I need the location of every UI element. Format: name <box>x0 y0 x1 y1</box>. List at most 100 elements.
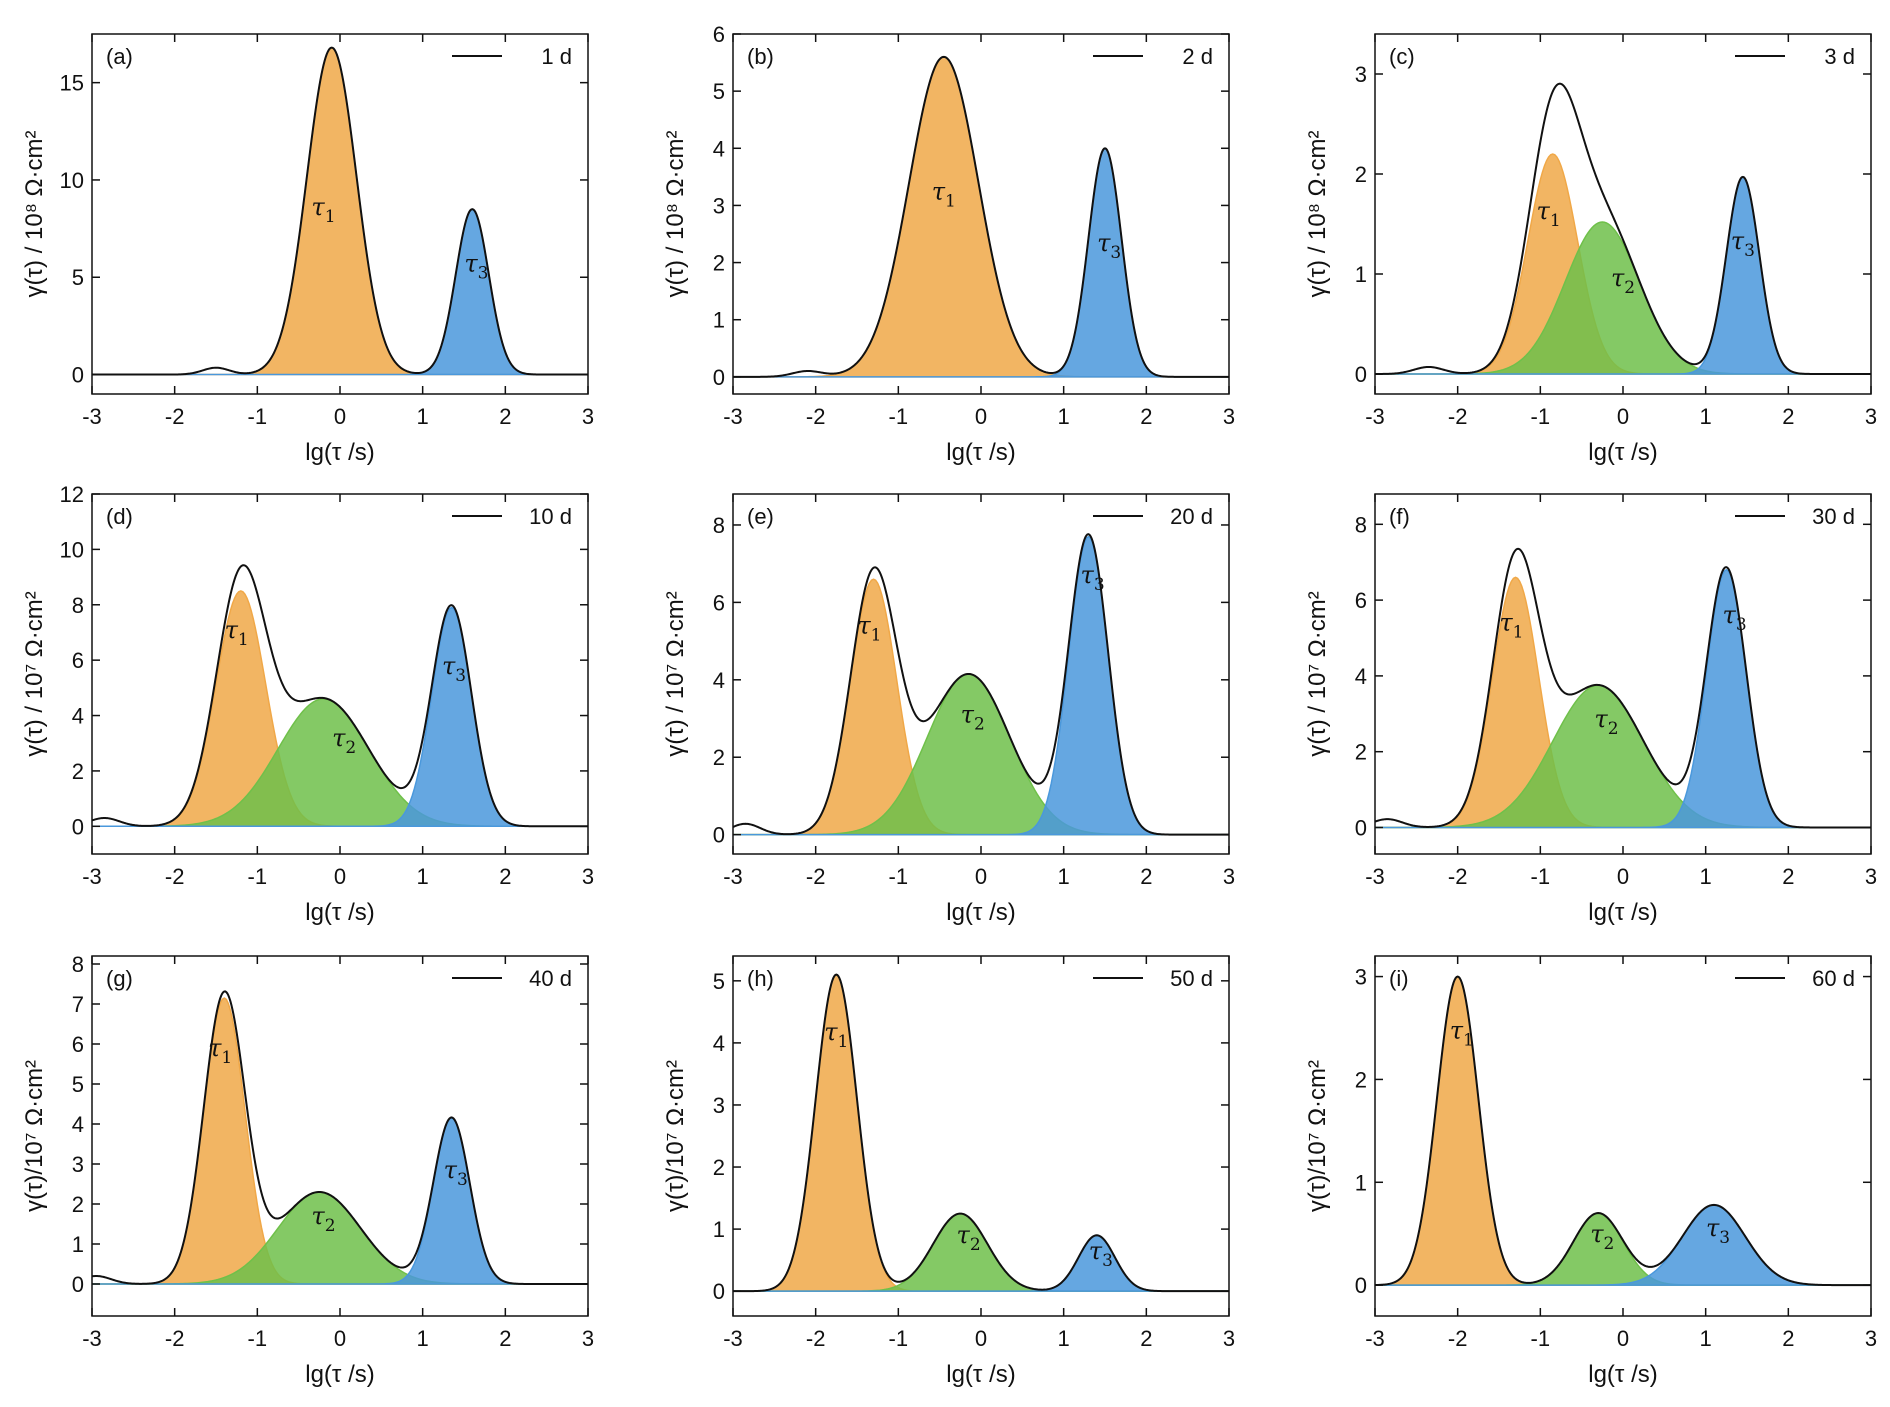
peak-label-symbol: τ <box>1723 601 1737 629</box>
envelope-line <box>733 973 1229 1293</box>
plot-area <box>1375 975 1871 1287</box>
x-tick-label: 3 <box>1865 404 1877 429</box>
y-tick-label: 2 <box>713 745 725 770</box>
x-tick-label: 1 <box>1058 864 1070 889</box>
peak-label-symbol: τ <box>857 611 871 639</box>
plot-area <box>733 973 1229 1293</box>
peak-label-symbol: τ <box>225 616 239 644</box>
y-tick-label: 4 <box>72 1112 84 1137</box>
peak-label-symbol: τ <box>1081 561 1095 589</box>
peak-label-subscript: 1 <box>1463 1030 1474 1050</box>
y-tick-label: 3 <box>72 1152 84 1177</box>
panel-letter: (i) <box>1389 966 1409 991</box>
plot-area <box>733 533 1229 836</box>
x-tick-label: 2 <box>499 1326 511 1351</box>
legend-label: 10 d <box>529 504 572 529</box>
envelope-line <box>92 990 588 1285</box>
y-tick-label: 6 <box>72 648 84 673</box>
y-tick-label: 0 <box>72 814 84 839</box>
y-tick-label: 4 <box>1355 664 1367 689</box>
peak-label-subscript: 3 <box>1094 575 1105 595</box>
peak-label: τ2 <box>1590 1220 1614 1254</box>
y-tick-label: 1 <box>713 308 725 333</box>
y-tick-label: 5 <box>713 969 725 994</box>
x-tick-label: 2 <box>1782 1326 1794 1351</box>
y-tick-label: 10 <box>60 168 84 193</box>
x-tick-label: 0 <box>334 404 346 429</box>
y-tick-label: 0 <box>1355 362 1367 387</box>
x-tick-label: 0 <box>975 404 987 429</box>
x-tick-label: -3 <box>723 1326 743 1351</box>
peak-label: τ3 <box>1723 601 1747 635</box>
y-tick-label: 1 <box>713 1217 725 1242</box>
peak-label: τ2 <box>1611 264 1635 298</box>
envelope-line <box>92 46 588 376</box>
x-axis-label: lg(τ /s) <box>305 1361 374 1388</box>
x-tick-label: 0 <box>1617 864 1629 889</box>
x-tick-label: -2 <box>165 1326 185 1351</box>
y-tick-label: 5 <box>72 265 84 290</box>
x-tick-label: 3 <box>1865 1326 1877 1351</box>
peak-tau2-area <box>733 673 1229 836</box>
y-tick-label: 0 <box>72 363 84 388</box>
y-tick-label: 0 <box>713 1279 725 1304</box>
plot-area <box>92 46 588 376</box>
panel-letter: (a) <box>106 44 133 69</box>
y-tick-label: 2 <box>1355 162 1367 187</box>
envelope-line <box>733 55 1229 378</box>
peak-label: τ3 <box>1731 227 1755 261</box>
x-axis-label: lg(τ /s) <box>946 439 1015 466</box>
y-axis-label: γ(τ) / 10⁸ Ω·cm² <box>21 131 48 298</box>
peak-label: τ3 <box>1706 1214 1730 1248</box>
y-tick-label: 3 <box>713 1093 725 1118</box>
peak-label: τ1 <box>208 1034 232 1068</box>
peak-label: τ1 <box>225 616 249 650</box>
x-tick-label: 0 <box>975 864 987 889</box>
x-tick-label: -3 <box>82 864 102 889</box>
y-tick-label: 6 <box>72 1032 84 1057</box>
peak-label-subscript: 2 <box>345 738 356 758</box>
y-tick-label: 0 <box>1355 1273 1367 1298</box>
panel-letter: (g) <box>106 966 133 991</box>
envelope-line <box>1375 82 1871 375</box>
chart-panel: -3 -2 -1 0 1 2 3 0 2 4 6 8 lg(τ /s) γ(τ) / 10⁷ Ω·cm² (… <box>1304 493 1877 926</box>
peak-label-symbol: τ <box>961 700 975 728</box>
y-tick-label: 8 <box>72 593 84 618</box>
chart-panel: -3 -2 -1 0 1 2 3 0 2 4 6 8 lg(τ /s) γ(τ) / 10⁷ Ω·cm² (… <box>662 493 1235 926</box>
x-tick-label: -2 <box>165 404 185 429</box>
peak-label: τ1 <box>824 1018 848 1052</box>
x-tick-label: 0 <box>334 864 346 889</box>
peak-label-subscript: 2 <box>325 1216 336 1236</box>
peak-label-symbol: τ <box>1097 229 1111 257</box>
y-tick-label: 3 <box>713 193 725 218</box>
legend-label: 50 d <box>1170 966 1213 991</box>
x-tick-label: -3 <box>82 1326 102 1351</box>
y-tick-label: 12 <box>60 482 84 507</box>
chart-panel: -3 -2 -1 0 1 2 3 0 1 2 3 4 5 6 7 8 lg(τ /s) γ(τ)/10⁷ Ω·cm… <box>21 952 594 1388</box>
x-tick-label: 3 <box>1223 1326 1235 1351</box>
y-tick-label: 0 <box>72 1272 84 1297</box>
peak-label-symbol: τ <box>1089 1237 1103 1265</box>
peak-label: τ3 <box>464 249 488 283</box>
peak-label: τ2 <box>1594 705 1618 739</box>
panel-letter: (d) <box>106 504 133 529</box>
chart-panel: -3 -2 -1 0 1 2 3 0 1 2 3 4 5 lg(τ /s) γ(τ)/10⁷ Ω·cm² (h… <box>662 955 1235 1388</box>
peak-label-symbol: τ <box>932 178 946 206</box>
y-tick-label: 2 <box>1355 740 1367 765</box>
peak-label: τ1 <box>1450 1016 1474 1050</box>
peak-label-symbol: τ <box>1537 197 1551 225</box>
x-tick-label: -3 <box>1365 1326 1385 1351</box>
peak-label-subscript: 3 <box>455 666 466 686</box>
peak-label: τ2 <box>957 1221 981 1255</box>
x-tick-label: 1 <box>417 864 429 889</box>
panel-letter: (h) <box>747 966 774 991</box>
y-axis-label: γ(τ) / 10⁷ Ω·cm² <box>1304 591 1331 756</box>
y-tick-label: 3 <box>1355 965 1367 990</box>
x-tick-label: 1 <box>417 404 429 429</box>
x-tick-label: -1 <box>889 1326 909 1351</box>
x-tick-label: 2 <box>1140 404 1152 429</box>
y-tick-label: 2 <box>713 1155 725 1180</box>
x-tick-label: -2 <box>1448 864 1468 889</box>
